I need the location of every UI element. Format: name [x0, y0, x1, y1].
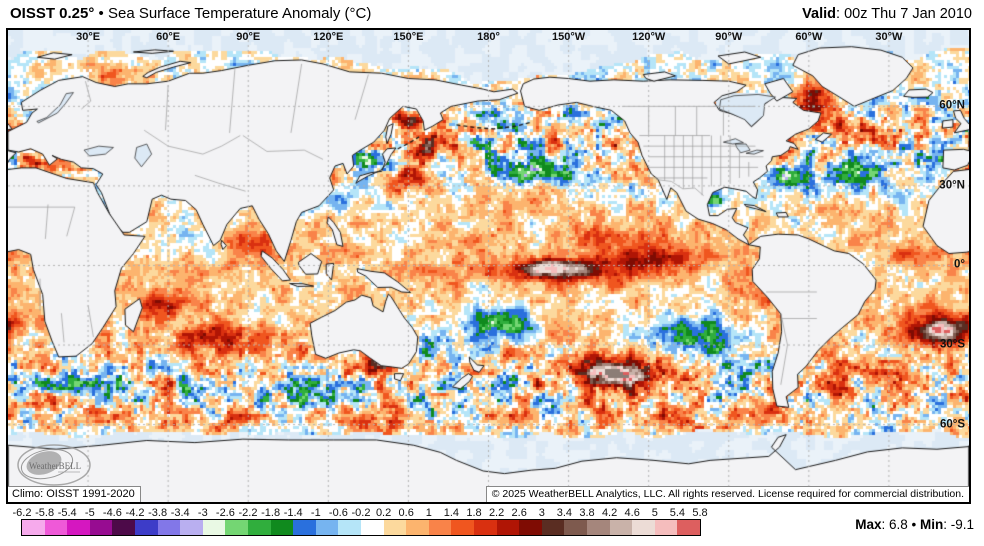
climo-note: Climo: OISST 1991-2020 — [8, 486, 141, 502]
legend-tick-0.6: 0.6 — [398, 507, 414, 519]
legend-tick-2.2: 2.2 — [488, 507, 505, 519]
legend-swatch-22 — [519, 520, 543, 535]
color-scale-legend: -6.2 -5.8 -5.4 -5 -4.6 -4.2 -3.8 -3.4 -3 -2.6 -2.2… — [0, 504, 984, 546]
legend-swatch-13 — [315, 520, 339, 535]
legend-tick--1.8: -1.8 — [261, 507, 281, 519]
legend-swatch-24 — [564, 520, 588, 535]
valid-value: : 00z Thu 7 Jan 2010 — [836, 5, 972, 22]
legend-swatch-0 — [22, 520, 46, 535]
lon-label-60°E: 60°E — [156, 31, 181, 43]
legend-swatch-8 — [202, 520, 226, 535]
title-bar: OISST 0.25° • Sea Surface Temperature An… — [0, 0, 984, 27]
legend-swatch-19 — [451, 520, 475, 535]
legend-swatch-1 — [44, 520, 68, 535]
legend-tick-5: 5 — [651, 507, 658, 519]
legend-swatch-15 — [361, 520, 385, 535]
legend-swatch-17 — [406, 520, 430, 535]
legend-swatch-14 — [338, 520, 362, 535]
product-name: OISST 0.25° — [10, 5, 95, 22]
lon-label-120°E: 120°E — [313, 31, 344, 43]
legend-swatch-20 — [474, 520, 498, 535]
legend-swatch-27 — [632, 520, 656, 535]
min-label: Min — [919, 517, 944, 532]
lon-label-30°W: 30°W — [875, 31, 903, 43]
legend-tick--3.8: -3.8 — [148, 507, 168, 519]
page-title: OISST 0.25° • Sea Surface Temperature An… — [10, 5, 371, 22]
legend-tick--1: -1 — [310, 507, 321, 519]
lon-label-150°E: 150°E — [393, 31, 424, 43]
max-value: : 6.8 — [881, 517, 908, 532]
legend-swatch-4 — [112, 520, 136, 535]
legend-tick-3.8: 3.8 — [579, 507, 595, 519]
legend-tick--5.4: -5.4 — [57, 507, 77, 519]
lon-label-60°W: 60°W — [795, 31, 823, 43]
legend-tick-5.4: 5.4 — [669, 507, 686, 519]
legend-tick--6.2: -6.2 — [12, 507, 32, 519]
legend-tick--5.8: -5.8 — [35, 507, 55, 519]
lon-label-90°W: 90°W — [715, 31, 743, 43]
min-value: : -9.1 — [943, 517, 974, 532]
legend-tick--0.2: -0.2 — [351, 507, 371, 519]
legend-tick--2.6: -2.6 — [215, 507, 235, 519]
legend-tick-1: 1 — [425, 507, 432, 519]
legend-swatch-7 — [180, 520, 204, 535]
legend-swatch-11 — [270, 520, 294, 535]
lon-label-150°W: 150°W — [552, 31, 586, 43]
legend-tick-4.6: 4.6 — [624, 507, 640, 519]
legend-tick--5: -5 — [84, 507, 95, 519]
legend-swatch-3 — [89, 520, 113, 535]
max-label: Max — [855, 517, 882, 532]
legend-swatch-25 — [587, 520, 611, 535]
legend-tick-2.6: 2.6 — [511, 507, 527, 519]
lat-label-60°S: 60°S — [939, 417, 965, 430]
legend-swatch-6 — [157, 520, 181, 535]
legend-swatch-16 — [383, 520, 407, 535]
legend-tick-4.2: 4.2 — [601, 507, 618, 519]
valid-time: Valid: 00z Thu 7 Jan 2010 — [802, 6, 972, 22]
legend-tick-5.8: 5.8 — [692, 507, 708, 519]
legend-swatch-5 — [135, 520, 159, 535]
lat-label-30°N: 30°N — [939, 179, 965, 192]
legend-tick-3.4: 3.4 — [556, 507, 573, 519]
legend-tick--0.6: -0.6 — [328, 507, 348, 519]
legend-swatch-28 — [654, 520, 678, 535]
max-min-readout: Max: 6.8 • Min: -9.1 — [855, 517, 974, 532]
legend-swatch-10 — [248, 520, 272, 535]
legend-tick--3.4: -3.4 — [170, 507, 190, 519]
lat-label-0°: 0° — [954, 258, 965, 271]
lon-label-120°W: 120°W — [632, 31, 666, 43]
copyright-note: © 2025 WeatherBELL Analytics, LLC. All r… — [485, 486, 969, 502]
legend-tick--4.2: -4.2 — [125, 507, 145, 519]
legend-tick-0.2: 0.2 — [375, 507, 392, 519]
lon-label-90°E: 90°E — [236, 31, 261, 43]
legend-tick--4.6: -4.6 — [102, 507, 122, 519]
world-sst-anomaly-map — [8, 30, 969, 502]
legend-swatch-23 — [541, 520, 565, 535]
legend-tick-1.8: 1.8 — [466, 507, 482, 519]
legend-tick--3: -3 — [197, 507, 208, 519]
legend-tick--2.2: -2.2 — [238, 507, 258, 519]
lat-label-60°N: 60°N — [939, 99, 965, 112]
lon-label-30°E: 30°E — [76, 31, 101, 43]
title-text: Sea Surface Temperature Anomaly (°C) — [107, 5, 372, 22]
legend-swatch-29 — [677, 520, 701, 535]
title-separator: • — [94, 5, 108, 22]
valid-label: Valid — [802, 5, 837, 22]
legend-swatch-21 — [496, 520, 520, 535]
legend-tick--1.4: -1.4 — [283, 507, 303, 519]
map-frame: 30°E 60°E 90°E 120°E 150°E 180° 150°W 120°W 90°W… — [6, 28, 971, 504]
legend-swatch-12 — [293, 520, 317, 535]
legend-swatch-26 — [609, 520, 633, 535]
legend-tick-3: 3 — [538, 507, 545, 519]
logo-text: WeatherBELL — [29, 461, 81, 471]
legend-swatch-2 — [67, 520, 91, 535]
lon-label-180°: 180° — [477, 31, 500, 43]
legend-swatch-18 — [428, 520, 452, 535]
maxmin-bullet: • — [907, 517, 920, 532]
weatherbell-logo: WeatherBELL — [17, 444, 91, 486]
lat-label-30°S: 30°S — [939, 338, 965, 351]
legend-tick-1.4: 1.4 — [443, 507, 460, 519]
legend-swatch-9 — [225, 520, 249, 535]
